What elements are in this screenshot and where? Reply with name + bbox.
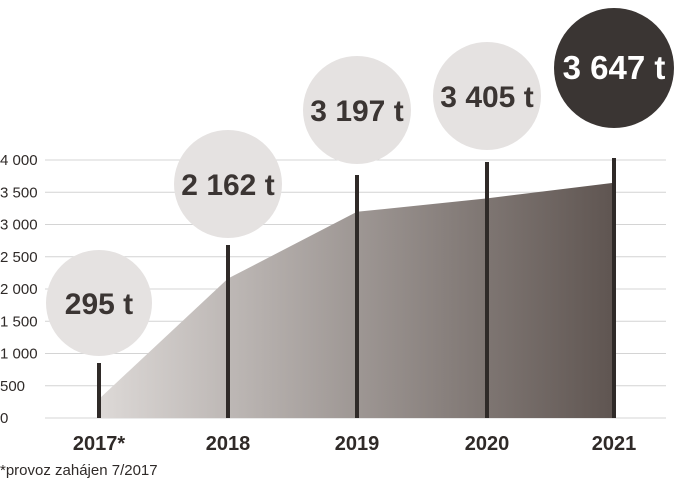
y-axis: 4 000 3 500 3 000 2 500 2 000 1 500 1 000 500 0 [0,152,38,427]
y-tick-label: 2 500 [0,249,38,266]
data-label: 3 405 t [440,81,533,114]
y-tick-label: 3 500 [0,184,38,201]
x-tick-label: 2019 [335,433,380,455]
value-bubble [174,130,282,238]
value-bubble [433,42,541,150]
y-tick-label: 2 000 [0,281,38,298]
data-label: 3 647 t [563,49,666,86]
data-label: 295 t [65,288,133,321]
y-tick-label: 500 [0,378,25,395]
x-tick-label: 2020 [465,433,510,455]
data-label: 2 162 t [181,169,274,202]
y-tick-label: 1 500 [0,313,38,330]
x-axis: 2017* 2018 2019 2020 2021 [73,433,636,455]
x-tick-label: 2021 [592,433,637,455]
y-tick-label: 4 000 [0,152,38,169]
value-bubble [303,56,411,164]
data-label: 3 197 t [310,95,403,128]
value-bubble [46,250,152,356]
value-bubble [554,8,674,128]
x-tick-label: 2017* [73,433,125,455]
y-tick-label: 0 [0,410,8,427]
value-bubbles: 295 t 2 162 t 3 197 t 3 405 t 3 647 t [46,8,674,356]
footnote: *provoz zahájen 7/2017 [0,462,158,479]
y-tick-label: 3 000 [0,217,38,234]
value-stems [97,158,616,418]
y-tick-label: 1 000 [0,346,38,363]
x-tick-label: 2018 [206,433,251,455]
